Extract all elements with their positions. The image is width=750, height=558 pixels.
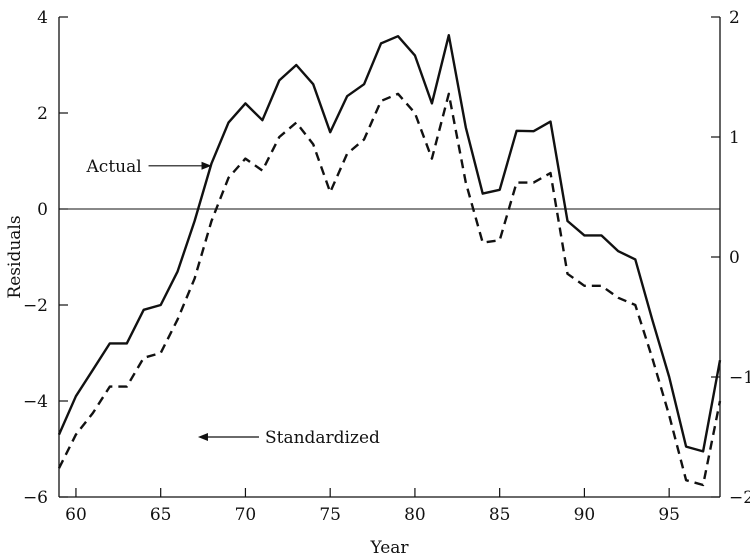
right-y-tick-label: −2 xyxy=(729,488,750,508)
annotations: Actual Standardized xyxy=(86,157,380,448)
right-y-tick-label: 2 xyxy=(729,8,740,28)
ticks: 60 65 70 75 80 85 90 95 4 2 0 −2 −4 −6 2 1 0 −1 −2 xyxy=(23,8,750,525)
series-line-actual xyxy=(57,34,722,453)
x-tick-label: 75 xyxy=(319,505,341,525)
right-y-tick-label: 0 xyxy=(729,248,740,268)
right-y-tick-label: −1 xyxy=(729,368,750,388)
x-tick-label: 95 xyxy=(658,505,680,525)
series xyxy=(57,34,722,487)
x-tick-label: 85 xyxy=(489,505,511,525)
left-y-tick-label: −4 xyxy=(23,392,48,412)
right-y-tick-label: 1 xyxy=(729,128,740,148)
left-y-tick-label: 2 xyxy=(37,104,48,124)
series-line-standardized xyxy=(57,92,722,487)
left-y-tick-label: −6 xyxy=(23,488,48,508)
x-tick-label: 60 xyxy=(65,505,87,525)
annotation-arrowhead xyxy=(197,433,208,441)
annotation-label-standardized: Standardized xyxy=(265,428,380,448)
axes xyxy=(58,17,721,498)
annotation-arrowhead xyxy=(201,161,212,170)
x-tick-label: 90 xyxy=(574,505,596,525)
annotation-label-actual: Actual xyxy=(86,157,142,177)
x-tick-label: 80 xyxy=(404,505,426,525)
x-tick-label: 70 xyxy=(235,505,257,525)
x-axis-title: Year xyxy=(369,538,409,558)
y-axis-title: Residuals xyxy=(5,215,25,298)
left-y-tick-label: 4 xyxy=(37,8,48,28)
left-y-tick-label: −2 xyxy=(23,296,48,316)
left-y-tick-label: 0 xyxy=(37,200,48,220)
x-tick-label: 65 xyxy=(150,505,172,525)
